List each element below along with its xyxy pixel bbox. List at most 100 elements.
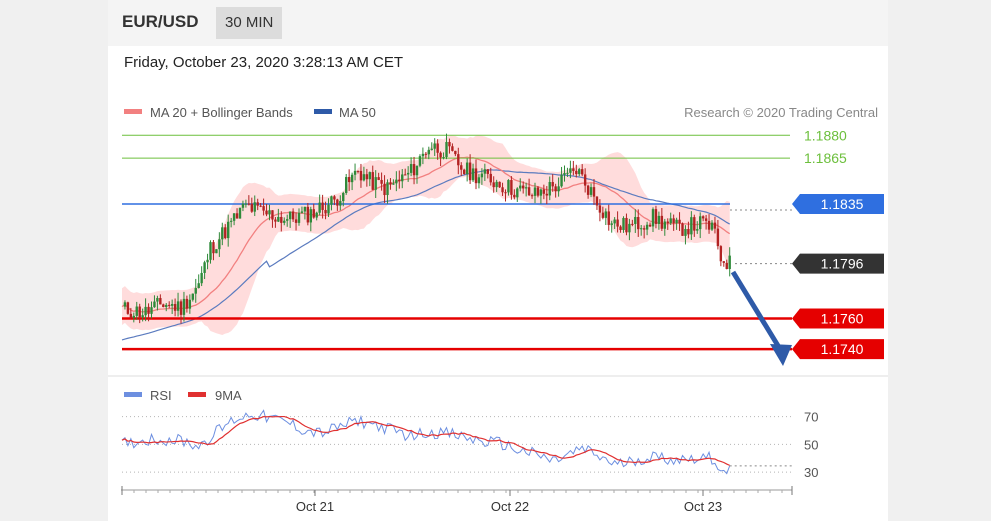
candle-body xyxy=(291,211,295,220)
candle-body xyxy=(286,219,289,221)
candle-body xyxy=(619,226,622,230)
candle-body xyxy=(309,209,312,223)
candle-body xyxy=(696,229,699,231)
price-levels: 1.1880 1.1865 1.1835 1.1796 1.1760 1.1740 xyxy=(122,127,884,360)
pivot-label: 1.1835 xyxy=(821,196,864,212)
candle-body xyxy=(510,180,513,195)
forecast-arrow-shaft xyxy=(730,270,783,351)
candle-body xyxy=(545,193,548,196)
candle-body xyxy=(533,187,537,196)
candle-body xyxy=(297,212,301,223)
candle-body xyxy=(439,152,442,158)
candle-body xyxy=(179,301,183,315)
candle-body xyxy=(271,210,274,220)
resistance-label: 1.1880 xyxy=(804,127,847,143)
candle-body xyxy=(126,302,130,314)
candle-body xyxy=(404,174,407,176)
candle-body xyxy=(238,207,242,219)
candle-body xyxy=(221,227,224,240)
candle-body xyxy=(504,192,507,194)
timeframe-badge[interactable]: 30 MIN xyxy=(216,7,283,39)
candle-body xyxy=(215,249,218,254)
candle-body xyxy=(651,209,655,227)
candle-body xyxy=(524,187,528,189)
candle-body xyxy=(592,187,596,197)
candle-body xyxy=(321,202,324,210)
candle-body xyxy=(486,169,489,174)
target-tag xyxy=(792,308,884,329)
candle-body xyxy=(551,182,554,187)
candle-body xyxy=(722,261,725,263)
last-price-label: 1.1796 xyxy=(821,256,864,272)
candle-body xyxy=(194,288,197,294)
candle-body xyxy=(327,204,330,214)
candle-body xyxy=(480,173,484,178)
candle-body xyxy=(300,211,304,213)
candle-body xyxy=(197,283,200,289)
candle-body xyxy=(693,217,696,231)
candle-body xyxy=(575,170,578,175)
rsi-tick-label: 70 xyxy=(804,410,818,425)
candle-body xyxy=(412,164,416,176)
candle-body xyxy=(170,304,174,306)
candle-body xyxy=(436,143,439,153)
candle-body xyxy=(401,174,404,182)
candle-body xyxy=(365,174,369,180)
candle-body xyxy=(229,220,233,222)
candle-body xyxy=(607,211,610,225)
rsi-line xyxy=(121,409,731,475)
candle-body xyxy=(566,172,569,174)
candle-body xyxy=(613,219,616,224)
symbol-title: EUR/USD xyxy=(122,12,199,31)
candle-body xyxy=(132,315,135,318)
candle-body xyxy=(200,272,203,284)
candle-body xyxy=(135,306,138,316)
candle-body xyxy=(622,217,625,230)
candle-body xyxy=(274,219,277,222)
candle-body xyxy=(616,219,619,227)
candle-body xyxy=(165,304,168,307)
candle-body xyxy=(522,185,525,189)
candle-body xyxy=(421,153,425,157)
candle-body xyxy=(684,228,687,236)
candle-body xyxy=(539,189,543,196)
candle-body xyxy=(451,146,454,151)
candle-body xyxy=(672,218,675,224)
candle-body xyxy=(156,298,159,302)
rsi-legend-swatch xyxy=(124,392,142,397)
candle-body xyxy=(150,307,153,314)
candle-body xyxy=(457,154,460,166)
candle-body xyxy=(560,174,563,187)
candle-body xyxy=(253,202,256,212)
candle-body xyxy=(235,213,239,219)
candle-body xyxy=(657,215,661,224)
candle-body xyxy=(442,157,445,159)
candle-body xyxy=(501,187,504,193)
candle-body xyxy=(601,212,605,218)
candle-body xyxy=(495,181,498,188)
candle-body xyxy=(716,228,720,247)
candle-body xyxy=(448,141,451,147)
candle-body xyxy=(318,202,321,213)
candle-body xyxy=(406,172,410,175)
candle-body xyxy=(368,172,371,180)
candle-body xyxy=(468,162,472,181)
candle-body xyxy=(218,239,221,250)
candle-body xyxy=(227,221,230,239)
ma50-line xyxy=(121,169,730,341)
candle-body xyxy=(141,315,144,318)
candle-body xyxy=(380,179,383,184)
main-legend: MA 20 + Bollinger Bands MA 50 Research ©… xyxy=(124,105,878,120)
candle-body xyxy=(513,194,516,198)
candle-body xyxy=(519,185,522,189)
candle-body xyxy=(138,306,141,318)
candle-body xyxy=(232,213,236,221)
candle-body xyxy=(589,187,593,195)
resistance-label: 1.1865 xyxy=(804,150,847,166)
candle-body xyxy=(345,177,348,193)
ma50-legend-swatch xyxy=(314,109,332,114)
candle-body xyxy=(424,153,428,155)
candle-body xyxy=(572,168,575,171)
candle-body xyxy=(188,299,192,309)
candle-body xyxy=(707,220,711,230)
